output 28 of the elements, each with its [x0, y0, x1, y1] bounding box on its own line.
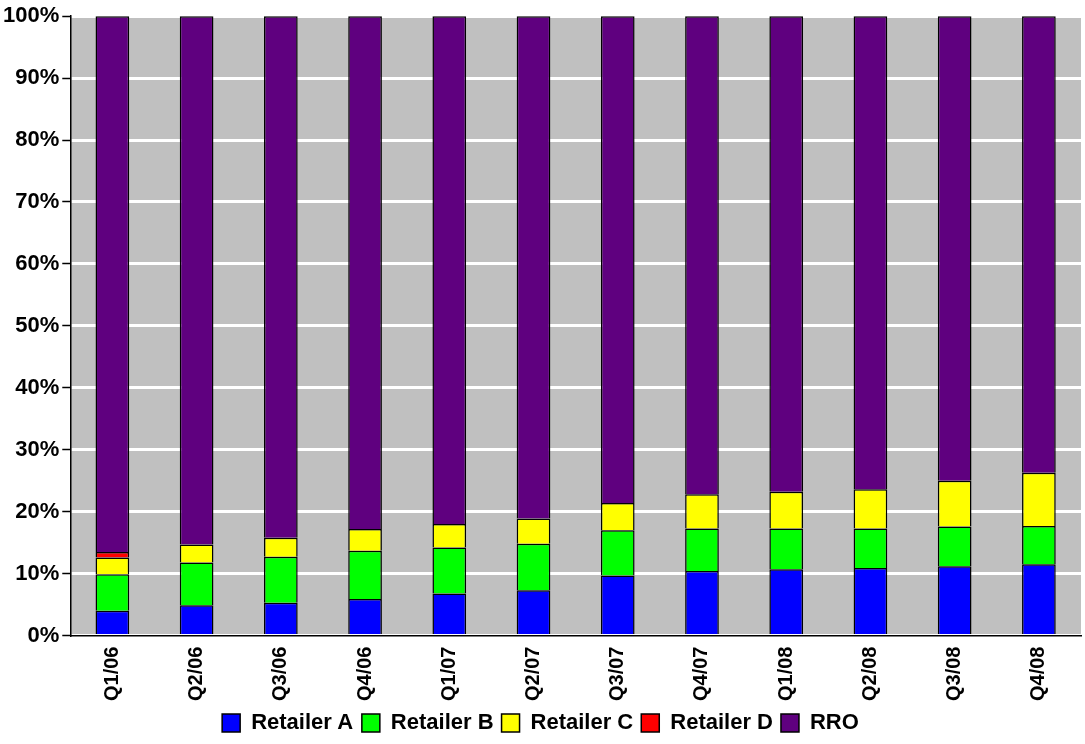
- legend-label: Retailer A: [251, 709, 354, 735]
- legend-label: Retailer C: [530, 709, 634, 735]
- y-tick-label: 10%: [15, 559, 60, 585]
- y-tick-label: 90%: [15, 64, 60, 90]
- y-tick-label: 80%: [15, 126, 60, 152]
- x-tick-label: Q2/08: [857, 646, 880, 701]
- x-tick-label: Q3/08: [942, 646, 965, 701]
- x-tick-label: Q1/07: [436, 646, 459, 701]
- y-tick-label: 0%: [27, 621, 60, 647]
- y-tick-label: 70%: [15, 188, 60, 214]
- x-tick-label: Q2/07: [521, 646, 544, 701]
- x-tick-label: Q1/08: [773, 646, 796, 701]
- legend-label: Retailer B: [390, 709, 494, 735]
- y-tick-label: 20%: [15, 497, 60, 523]
- x-tick-label: Q4/06: [352, 646, 375, 701]
- y-tick-label: 30%: [15, 435, 60, 461]
- x-tick-label: Q4/08: [1026, 646, 1049, 701]
- x-tick-label: Q4/07: [689, 646, 712, 701]
- legend-label: Retailer D: [670, 709, 773, 735]
- y-tick-label: 60%: [15, 249, 60, 275]
- x-tick-label: Q3/07: [605, 646, 628, 701]
- x-tick-label: Q3/06: [268, 646, 291, 701]
- x-tick-label: Q2/06: [184, 646, 207, 701]
- y-tick-label: 100%: [2, 2, 60, 28]
- y-tick-label: 50%: [15, 311, 60, 337]
- legend-label: RRO: [809, 709, 859, 735]
- y-tick-label: 40%: [15, 373, 60, 399]
- x-tick-label: Q1/06: [99, 646, 122, 701]
